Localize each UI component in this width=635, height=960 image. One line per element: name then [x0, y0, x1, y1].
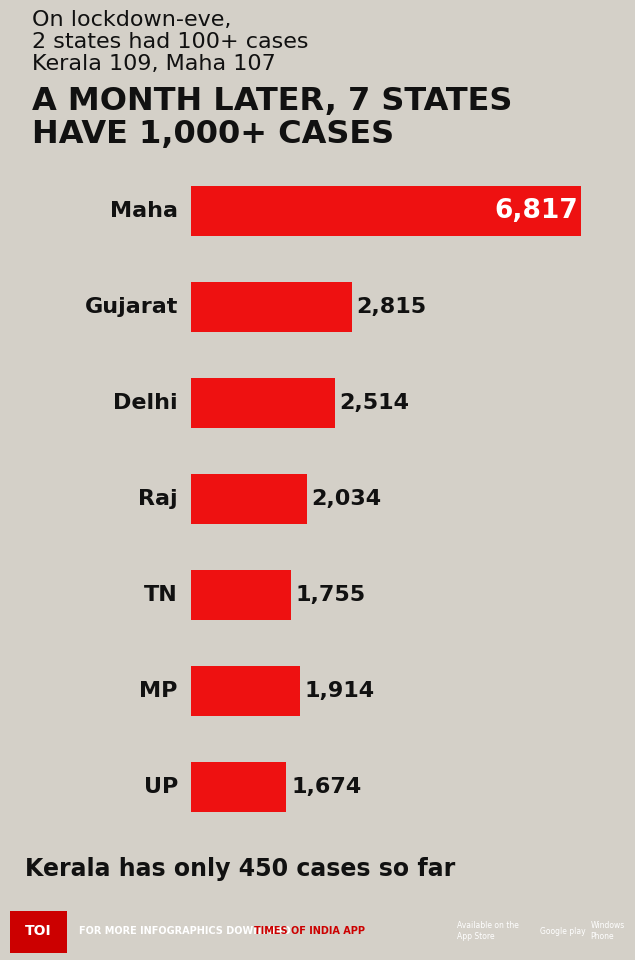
Text: Raj: Raj: [138, 490, 178, 509]
Bar: [190, 666, 300, 716]
Text: TIMES OF INDIA APP: TIMES OF INDIA APP: [254, 926, 365, 936]
Bar: [190, 570, 291, 620]
Text: 1,674: 1,674: [291, 778, 361, 797]
Bar: [190, 474, 307, 524]
Text: A MONTH LATER, 7 STATES: A MONTH LATER, 7 STATES: [32, 86, 512, 117]
Text: On lockdown-eve,: On lockdown-eve,: [32, 10, 231, 30]
Text: 1,914: 1,914: [305, 682, 375, 701]
FancyBboxPatch shape: [10, 911, 67, 953]
Text: TOI: TOI: [25, 924, 51, 938]
Text: Gujarat: Gujarat: [84, 298, 178, 317]
Text: 2,815: 2,815: [356, 298, 427, 317]
Text: Maha: Maha: [110, 202, 178, 221]
Text: Windows
Phone: Windows Phone: [591, 922, 625, 941]
Text: Kerala has only 450 cases so far: Kerala has only 450 cases so far: [25, 857, 456, 881]
Bar: [190, 378, 335, 428]
Text: FOR MORE INFOGRAPHICS DOWNLOAD: FOR MORE INFOGRAPHICS DOWNLOAD: [79, 926, 295, 936]
Bar: [190, 762, 286, 812]
Text: 2,514: 2,514: [339, 394, 409, 413]
Text: Delhi: Delhi: [113, 394, 178, 413]
Text: TN: TN: [144, 586, 178, 605]
Text: 6,817: 6,817: [495, 198, 578, 225]
Text: MP: MP: [140, 682, 178, 701]
Text: 1,755: 1,755: [296, 586, 366, 605]
Text: Kerala 109, Maha 107: Kerala 109, Maha 107: [32, 54, 276, 74]
Text: Available on the
App Store: Available on the App Store: [457, 922, 519, 941]
Text: Google play: Google play: [540, 926, 585, 936]
Bar: [190, 186, 581, 236]
Text: HAVE 1,000+ CASES: HAVE 1,000+ CASES: [32, 119, 394, 150]
Text: 2,034: 2,034: [312, 490, 382, 509]
Text: 2 states had 100+ cases: 2 states had 100+ cases: [32, 32, 308, 52]
Text: UP: UP: [144, 778, 178, 797]
Bar: [190, 282, 352, 332]
